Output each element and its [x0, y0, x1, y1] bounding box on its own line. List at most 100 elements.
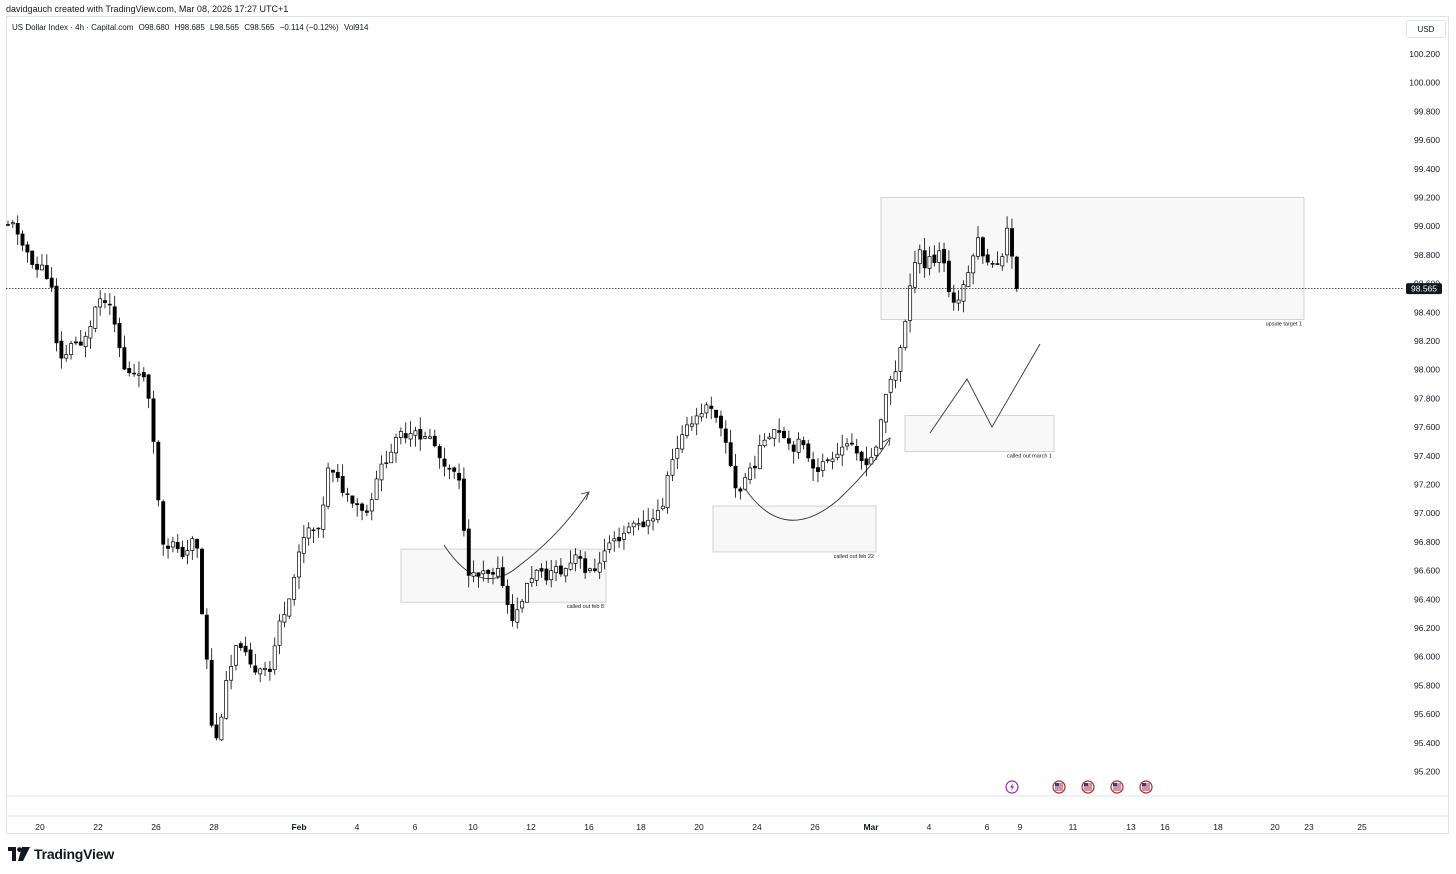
annotation-box[interactable]	[904, 415, 1055, 452]
candle-body	[913, 262, 917, 288]
candle-body	[185, 550, 190, 556]
symbol-legend: US Dollar Index · 4h · Capital.com O98.6…	[12, 23, 371, 32]
candle-body	[10, 222, 15, 225]
candle-body	[588, 568, 592, 571]
candle-body	[297, 551, 301, 578]
candle-body	[990, 263, 995, 265]
x-tick-label: Feb	[291, 822, 306, 832]
candle-body	[78, 341, 83, 346]
candle-body	[728, 442, 733, 467]
candle-body	[777, 430, 782, 433]
x-tick-label: 25	[1357, 822, 1367, 832]
candle-body	[723, 428, 728, 443]
candle-body	[917, 249, 922, 265]
candle-body	[321, 504, 326, 530]
candle-body	[583, 558, 588, 573]
y-tick-label: 98.000	[1414, 365, 1440, 375]
candle-body	[898, 347, 903, 372]
candle-body	[413, 430, 418, 436]
candle-body	[195, 539, 200, 549]
candle-body	[505, 585, 510, 605]
candle-body	[525, 583, 529, 603]
y-tick-label: 95.800	[1414, 680, 1440, 690]
economic-events[interactable]	[1005, 780, 1153, 794]
tradingview-logo: TradingView	[8, 846, 114, 862]
candle-body	[384, 462, 389, 464]
candle-body	[394, 437, 398, 454]
candle-body	[335, 471, 340, 478]
candle-body	[534, 569, 539, 581]
candle-body	[782, 430, 786, 439]
candle-body	[786, 438, 791, 444]
candle-body	[267, 668, 272, 672]
annotation-box[interactable]	[880, 197, 1305, 320]
candle-body	[558, 565, 563, 575]
candle-body	[529, 578, 534, 583]
symbol-name[interactable]: US Dollar Index · 4h · Capital.com	[12, 23, 134, 32]
y-tick-label: 98.400	[1414, 307, 1440, 317]
candle-body	[253, 665, 258, 673]
candle-body	[704, 404, 709, 414]
candle-body	[107, 303, 112, 306]
candle-body	[408, 433, 413, 440]
trend-drawings	[443, 343, 1041, 580]
candle-body	[272, 645, 277, 671]
y-tick-label: 96.800	[1414, 537, 1440, 547]
candle-body	[432, 435, 437, 447]
candle-body	[830, 458, 835, 462]
y-tick-label: 99.000	[1414, 221, 1440, 231]
candle-body	[40, 264, 44, 271]
candle-body	[481, 570, 486, 575]
candle-body	[83, 335, 88, 348]
candle-body	[849, 442, 854, 445]
candle-body	[539, 568, 544, 572]
candle-body	[326, 467, 331, 507]
candle-body	[816, 467, 820, 472]
candle-body	[602, 550, 607, 562]
x-tick-label: 10	[468, 822, 478, 832]
us-flag-icon[interactable]	[1052, 780, 1066, 794]
x-tick-label: 24	[752, 822, 762, 832]
candle-body	[796, 438, 801, 453]
y-tick-label: 99.200	[1414, 193, 1440, 203]
candle-body	[699, 413, 704, 418]
x-tick-label: 18	[636, 822, 646, 832]
candle-body	[166, 545, 170, 549]
us-flag-icon[interactable]	[1139, 780, 1153, 794]
price-axis[interactable]: 100.200 100.000 99.800 99.600 99.400 99.200 99…	[1409, 49, 1440, 777]
us-flag-icon[interactable]	[1081, 780, 1095, 794]
candle-body	[651, 518, 656, 522]
candle-body	[665, 475, 670, 508]
candle-body	[719, 415, 723, 429]
x-tick-label: 12	[526, 822, 536, 832]
candle-body	[791, 444, 796, 452]
candle-body	[476, 572, 481, 577]
candle-body	[442, 458, 447, 467]
candle-body	[1010, 228, 1014, 257]
candle-body	[845, 443, 850, 447]
candle-body	[951, 292, 956, 303]
candle-body	[437, 446, 442, 459]
currency-selector[interactable]: USD	[1406, 20, 1446, 38]
candle-body	[859, 451, 864, 461]
candle-body	[752, 465, 757, 469]
annotation-box[interactable]	[712, 505, 877, 553]
candle-body	[156, 441, 161, 501]
y-tick-label: 97.400	[1414, 451, 1440, 461]
time-axis[interactable]: 20 22 26 28 Feb 4 6 10 12 16 18 20 24 26 Mar 4 6 9 11 13 16 1…	[35, 822, 1367, 832]
candle-body	[219, 716, 224, 741]
curved-arrow-feb8	[443, 492, 589, 580]
candle-body	[922, 250, 927, 269]
us-flag-icon[interactable]	[1110, 780, 1124, 794]
candle-body	[733, 465, 738, 489]
candle-body	[738, 488, 743, 492]
candle-body	[985, 254, 990, 263]
candle-body	[161, 501, 166, 545]
tradingview-logo-text: TradingView	[34, 846, 115, 862]
candle-body	[568, 562, 573, 570]
lightning-icon[interactable]	[1005, 780, 1019, 794]
candle-body	[883, 393, 888, 423]
candle-body	[626, 526, 631, 533]
attribution-text: davidgauch created with TradingView.com,…	[6, 4, 289, 14]
